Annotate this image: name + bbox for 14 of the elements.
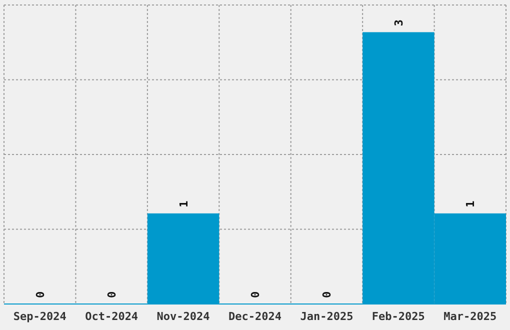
x-tick-label: Mar-2025 <box>444 310 497 323</box>
data-label: 0 <box>34 291 47 298</box>
data-label: 1 <box>177 200 190 208</box>
data-label: 1 <box>464 200 478 208</box>
data-label: 0 <box>320 291 334 298</box>
x-tick-label: Feb-2025 <box>372 310 425 323</box>
x-tick-label: Nov-2024 <box>156 310 210 323</box>
data-label: 0 <box>106 291 119 298</box>
x-tick-label: Oct-2024 <box>85 310 138 323</box>
x-tick-label: Dec-2024 <box>228 310 282 323</box>
data-label: 3 <box>392 20 406 26</box>
data-label: 0 <box>249 291 262 298</box>
x-tick-label: Jan-2025 <box>300 310 354 323</box>
x-tick-label: Sep-2024 <box>13 310 67 323</box>
